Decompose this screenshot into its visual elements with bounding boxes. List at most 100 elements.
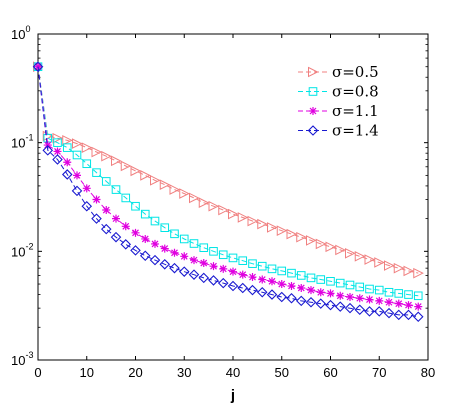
data-point: [151, 239, 159, 248]
x-tick-label: 80: [421, 365, 435, 380]
data-point: [112, 214, 120, 223]
legend-item: σ=0.5: [298, 63, 379, 81]
data-point: [315, 238, 327, 250]
data-point: [237, 282, 249, 294]
x-tick-label: 20: [128, 365, 142, 380]
y-tick-label: 100: [11, 24, 30, 42]
data-point: [227, 280, 239, 292]
data-point: [335, 278, 345, 288]
data-point: [159, 179, 171, 191]
data-point: [189, 239, 199, 248]
y-tick-label: 10-2: [11, 241, 33, 259]
data-point: [325, 241, 337, 253]
series-layer: [32, 61, 424, 323]
legend-marker: [307, 125, 319, 136]
data-point: [384, 287, 394, 297]
data-point: [267, 222, 278, 233]
data-point: [228, 208, 239, 220]
data-point: [238, 256, 248, 265]
data-point: [344, 302, 356, 314]
data-point: [237, 212, 249, 223]
legend-label: σ=0.8: [332, 83, 379, 101]
data-point: [209, 262, 218, 271]
x-tick-label: 60: [323, 365, 337, 380]
x-tick-label: 30: [177, 365, 191, 380]
data-point: [141, 234, 150, 243]
data-point: [131, 201, 140, 211]
data-point: [120, 160, 132, 172]
data-point: [335, 244, 346, 256]
data-point: [296, 231, 307, 243]
data-point: [355, 294, 364, 303]
data-point: [100, 223, 112, 235]
data-point: [316, 288, 325, 297]
series-1: [33, 61, 424, 279]
data-point: [217, 277, 229, 289]
data-point: [120, 239, 132, 250]
x-axis-title: j: [230, 387, 235, 404]
data-point: [247, 284, 258, 296]
data-point: [111, 185, 121, 194]
data-point: [62, 143, 72, 152]
data-point: [150, 216, 160, 226]
data-point: [170, 248, 179, 257]
data-point: [266, 289, 278, 300]
data-point: [345, 247, 356, 259]
data-point: [189, 192, 200, 204]
data-point: [413, 291, 423, 301]
data-point: [326, 289, 335, 298]
data-point: [238, 270, 247, 279]
data-point: [306, 235, 317, 246]
data-point: [229, 267, 237, 276]
data-point: [52, 132, 64, 144]
data-point: [346, 292, 354, 301]
y-tick-exponent: 0: [25, 24, 30, 34]
data-point: [413, 267, 424, 279]
data-point: [385, 298, 393, 307]
data-point: [414, 302, 423, 311]
legend-label: σ=1.4: [332, 122, 379, 140]
legend-label: σ=0.5: [332, 63, 379, 81]
data-point: [72, 138, 83, 149]
data-point: [92, 195, 101, 204]
data-point: [190, 256, 198, 265]
data-point: [228, 253, 238, 263]
data-point: [149, 254, 161, 266]
data-point: [393, 309, 405, 321]
data-point: [305, 296, 317, 308]
data-point: [121, 193, 131, 203]
data-point: [63, 158, 72, 167]
data-point: [130, 165, 142, 177]
legend-marker: [308, 87, 318, 96]
data-point: [130, 245, 141, 256]
x-tick-label: 10: [80, 365, 94, 380]
legend-marker: [308, 66, 319, 78]
data-point: [32, 61, 44, 72]
y-tick-exponent: -1: [25, 133, 33, 143]
data-point: [394, 299, 403, 308]
data-point: [53, 138, 62, 147]
data-point: [111, 155, 122, 167]
data-point: [256, 286, 268, 298]
data-point: [71, 185, 83, 197]
data-point: [277, 266, 287, 276]
data-point: [307, 286, 315, 295]
series-line: [37, 66, 419, 297]
data-point: [131, 228, 140, 237]
legend: σ=0.5 σ=0.8σ=1.1 σ=1.4: [298, 63, 379, 140]
data-point: [199, 259, 208, 268]
data-point: [92, 168, 101, 177]
data-point: [315, 298, 327, 309]
data-point: [365, 284, 374, 294]
y-tick-label: 10-1: [11, 133, 33, 151]
data-point: [52, 154, 63, 165]
data-point: [198, 197, 210, 209]
plot-frame: [37, 33, 429, 361]
data-point: [219, 264, 228, 273]
y-tick-label: 10-3: [11, 350, 33, 368]
data-point: [296, 271, 306, 280]
data-point: [178, 266, 190, 277]
data-point: [373, 306, 385, 317]
data-point: [354, 304, 366, 316]
